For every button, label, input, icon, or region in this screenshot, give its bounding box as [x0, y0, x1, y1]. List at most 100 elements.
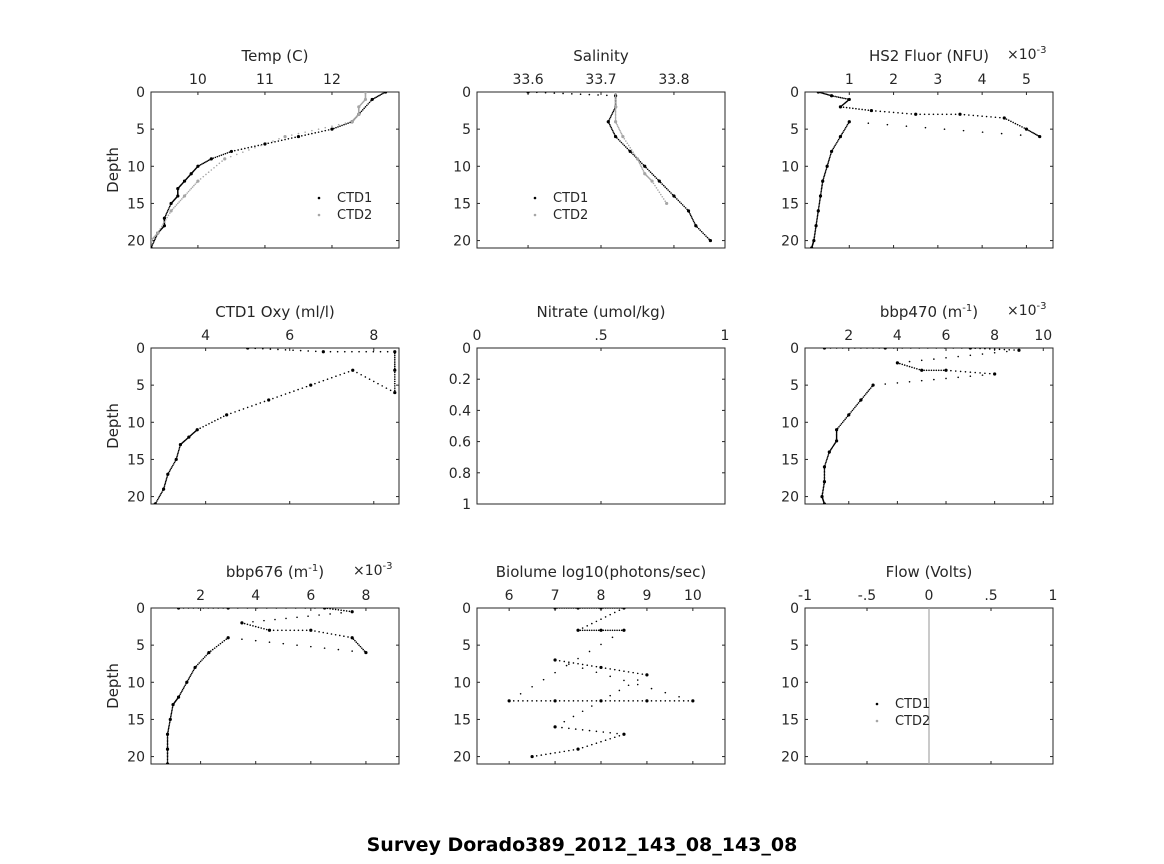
- data-point: [171, 709, 173, 712]
- y-axis-label: Depth: [104, 403, 122, 449]
- data-point: [823, 470, 826, 473]
- data-point: [926, 348, 929, 349]
- data-point: [182, 687, 185, 690]
- data-point: [1038, 134, 1042, 139]
- data-point: [170, 715, 172, 718]
- data-point: [832, 95, 835, 97]
- data-point: [674, 196, 677, 199]
- data-point: [886, 123, 889, 126]
- data-point: [827, 454, 830, 456]
- data-point: [563, 700, 566, 702]
- data-point: [827, 455, 829, 458]
- x-tick-label: 33.7: [585, 72, 616, 88]
- data-point: [347, 122, 349, 124]
- data-point: [823, 473, 826, 476]
- data-point: [961, 348, 963, 349]
- data-point: [815, 220, 818, 223]
- data-point: [169, 469, 172, 471]
- data-point: [825, 461, 827, 464]
- data-point: [843, 97, 845, 100]
- data-point: [681, 204, 684, 206]
- data-point: [393, 362, 396, 364]
- data-point: [835, 433, 838, 435]
- data-point: [393, 354, 396, 357]
- data-point: [650, 700, 653, 702]
- data-point: [619, 131, 622, 133]
- data-point: [969, 371, 972, 373]
- legend-label: CTD2: [553, 208, 588, 223]
- data-point: [274, 140, 276, 143]
- data-point: [1019, 134, 1022, 136]
- data-layer: [153, 348, 397, 504]
- data-point: [343, 372, 346, 375]
- data-point: [845, 125, 848, 127]
- data-point: [230, 412, 232, 415]
- x-tick-label: .5: [594, 328, 607, 344]
- data-point: [190, 672, 193, 675]
- data-point: [896, 382, 899, 384]
- data-point: [195, 181, 198, 184]
- data-point: [188, 677, 191, 679]
- data-point: [222, 608, 224, 609]
- data-point: [658, 191, 661, 194]
- data-point: [643, 164, 647, 168]
- data-point: [824, 172, 826, 175]
- data-point: [393, 378, 396, 381]
- data-point: [565, 608, 568, 609]
- data-point: [169, 209, 173, 213]
- data-point: [659, 700, 662, 702]
- data-point: [672, 194, 676, 198]
- legend-marker: [875, 702, 879, 706]
- data-point: [240, 148, 243, 150]
- data-point: [202, 425, 204, 428]
- data-point: [536, 92, 538, 94]
- data-point: [158, 495, 161, 498]
- data-point: [531, 685, 533, 688]
- data-point: [942, 369, 945, 372]
- data-point: [297, 388, 299, 391]
- data-point: [318, 614, 320, 616]
- data-point: [152, 242, 154, 245]
- data-point: [645, 699, 649, 703]
- data-point: [638, 162, 641, 165]
- data-point: [823, 469, 826, 471]
- data-point: [613, 105, 618, 109]
- data-point: [858, 108, 860, 110]
- data-point: [217, 644, 220, 646]
- data-point: [821, 184, 823, 187]
- data-point: [824, 93, 826, 95]
- data-point: [688, 211, 691, 214]
- data-point: [170, 712, 173, 715]
- data-point: [639, 164, 642, 166]
- data-point: [554, 752, 556, 754]
- plot-area: [476, 607, 726, 765]
- data-point: [604, 739, 607, 742]
- data-point: [836, 96, 838, 98]
- data-point: [984, 348, 986, 350]
- data-point: [535, 755, 538, 757]
- data-point: [240, 621, 244, 625]
- data-point: [205, 173, 207, 176]
- data-point: [250, 146, 253, 148]
- data-point: [689, 214, 692, 217]
- data-point: [289, 629, 291, 632]
- data-point: [257, 144, 260, 147]
- data-point: [263, 628, 265, 630]
- data-point: [614, 92, 617, 95]
- data-point: [209, 158, 211, 161]
- data-point: [837, 96, 840, 98]
- data-point: [829, 155, 832, 157]
- data-point: [241, 638, 243, 640]
- data-point: [670, 192, 672, 194]
- chart-title: Flow (Volts): [886, 563, 973, 581]
- data-point: [218, 162, 221, 165]
- data-point: [288, 391, 291, 394]
- data-point: [677, 199, 680, 202]
- data-point: [196, 179, 200, 183]
- data-point: [347, 636, 349, 638]
- data-point: [187, 190, 190, 193]
- data-point: [823, 174, 826, 176]
- data-point: [822, 489, 824, 492]
- data-point: [838, 425, 840, 428]
- x-tick-label: 8: [361, 588, 370, 604]
